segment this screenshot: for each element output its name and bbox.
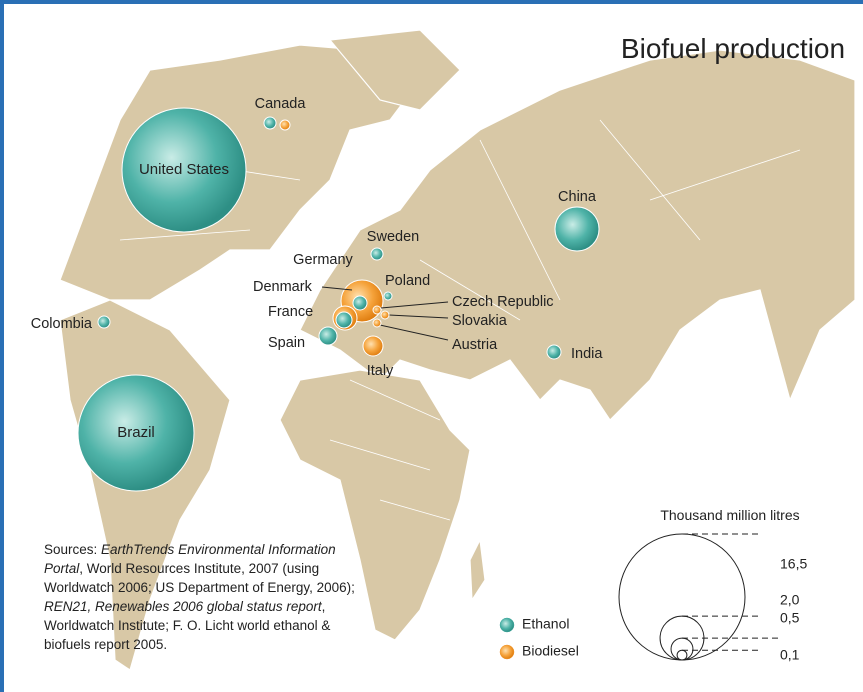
leader-line	[379, 324, 449, 341]
country-label: Spain	[268, 335, 305, 351]
country-label: Italy	[367, 363, 394, 379]
source-text: REN21, Renewables 2006 global status rep…	[44, 599, 322, 614]
country-label: China	[558, 189, 597, 205]
country-label: Colombia	[31, 316, 93, 332]
ethanol-marker	[546, 344, 562, 360]
country-label: Austria	[452, 337, 498, 353]
country-label: United States	[139, 161, 229, 178]
leader-line	[388, 314, 449, 319]
country-label: France	[268, 304, 313, 320]
ethanol-marker	[352, 295, 368, 311]
frame-top	[0, 0, 863, 4]
ethanol-marker	[97, 315, 111, 329]
size-label: 0,5	[780, 610, 800, 626]
source-text: EarthTrends Environmental Information Po…	[44, 542, 336, 576]
source-text: Sources:	[44, 542, 102, 557]
size-label: 2,0	[780, 592, 800, 608]
country-label: Sweden	[367, 229, 419, 245]
title: Biofuel production	[621, 33, 845, 64]
leader-line	[321, 286, 353, 291]
frame-left	[0, 0, 4, 692]
fuel-swatch	[499, 644, 515, 660]
biodiesel-marker	[372, 318, 382, 328]
country-label: Germany	[293, 252, 353, 268]
fuel-label: Biodiesel	[522, 643, 579, 659]
ethanol-marker	[77, 374, 195, 492]
country-label: Denmark	[253, 279, 313, 295]
source-text: , Worldwatch Institute; F. O. Licht worl…	[44, 599, 331, 652]
country-label: Poland	[385, 273, 430, 289]
ethanol-marker	[383, 291, 393, 301]
fuel-label: Ethanol	[522, 616, 569, 632]
madagascar	[469, 537, 486, 602]
country-label: Canada	[255, 96, 307, 112]
leader-line	[380, 301, 449, 309]
country-label: Czech Republic	[452, 294, 554, 310]
fuel-swatch	[499, 617, 515, 633]
country-label: India	[571, 346, 603, 362]
ethanol-marker	[318, 326, 338, 346]
country-label: Brazil	[117, 424, 155, 441]
biodiesel-marker	[362, 335, 384, 357]
country-label: Slovakia	[452, 313, 508, 329]
size-label: 0,1	[780, 647, 800, 663]
biodiesel-marker	[372, 305, 382, 315]
ethanol-marker	[554, 206, 600, 252]
source-text: , World Resources Institute, 2007 (using…	[44, 561, 355, 595]
biodiesel-marker	[279, 119, 291, 131]
ethanol-marker	[370, 247, 384, 261]
biodiesel-marker	[380, 310, 390, 320]
greenland	[328, 29, 461, 111]
africa	[279, 369, 471, 641]
ethanol-marker	[335, 311, 353, 329]
ethanol-marker	[121, 107, 247, 233]
legend-title: Thousand million litres	[660, 507, 799, 523]
sources: Sources: EarthTrends Environmental Infor…	[44, 540, 364, 654]
size-label: 16,5	[780, 556, 807, 572]
ethanol-marker	[263, 116, 277, 130]
